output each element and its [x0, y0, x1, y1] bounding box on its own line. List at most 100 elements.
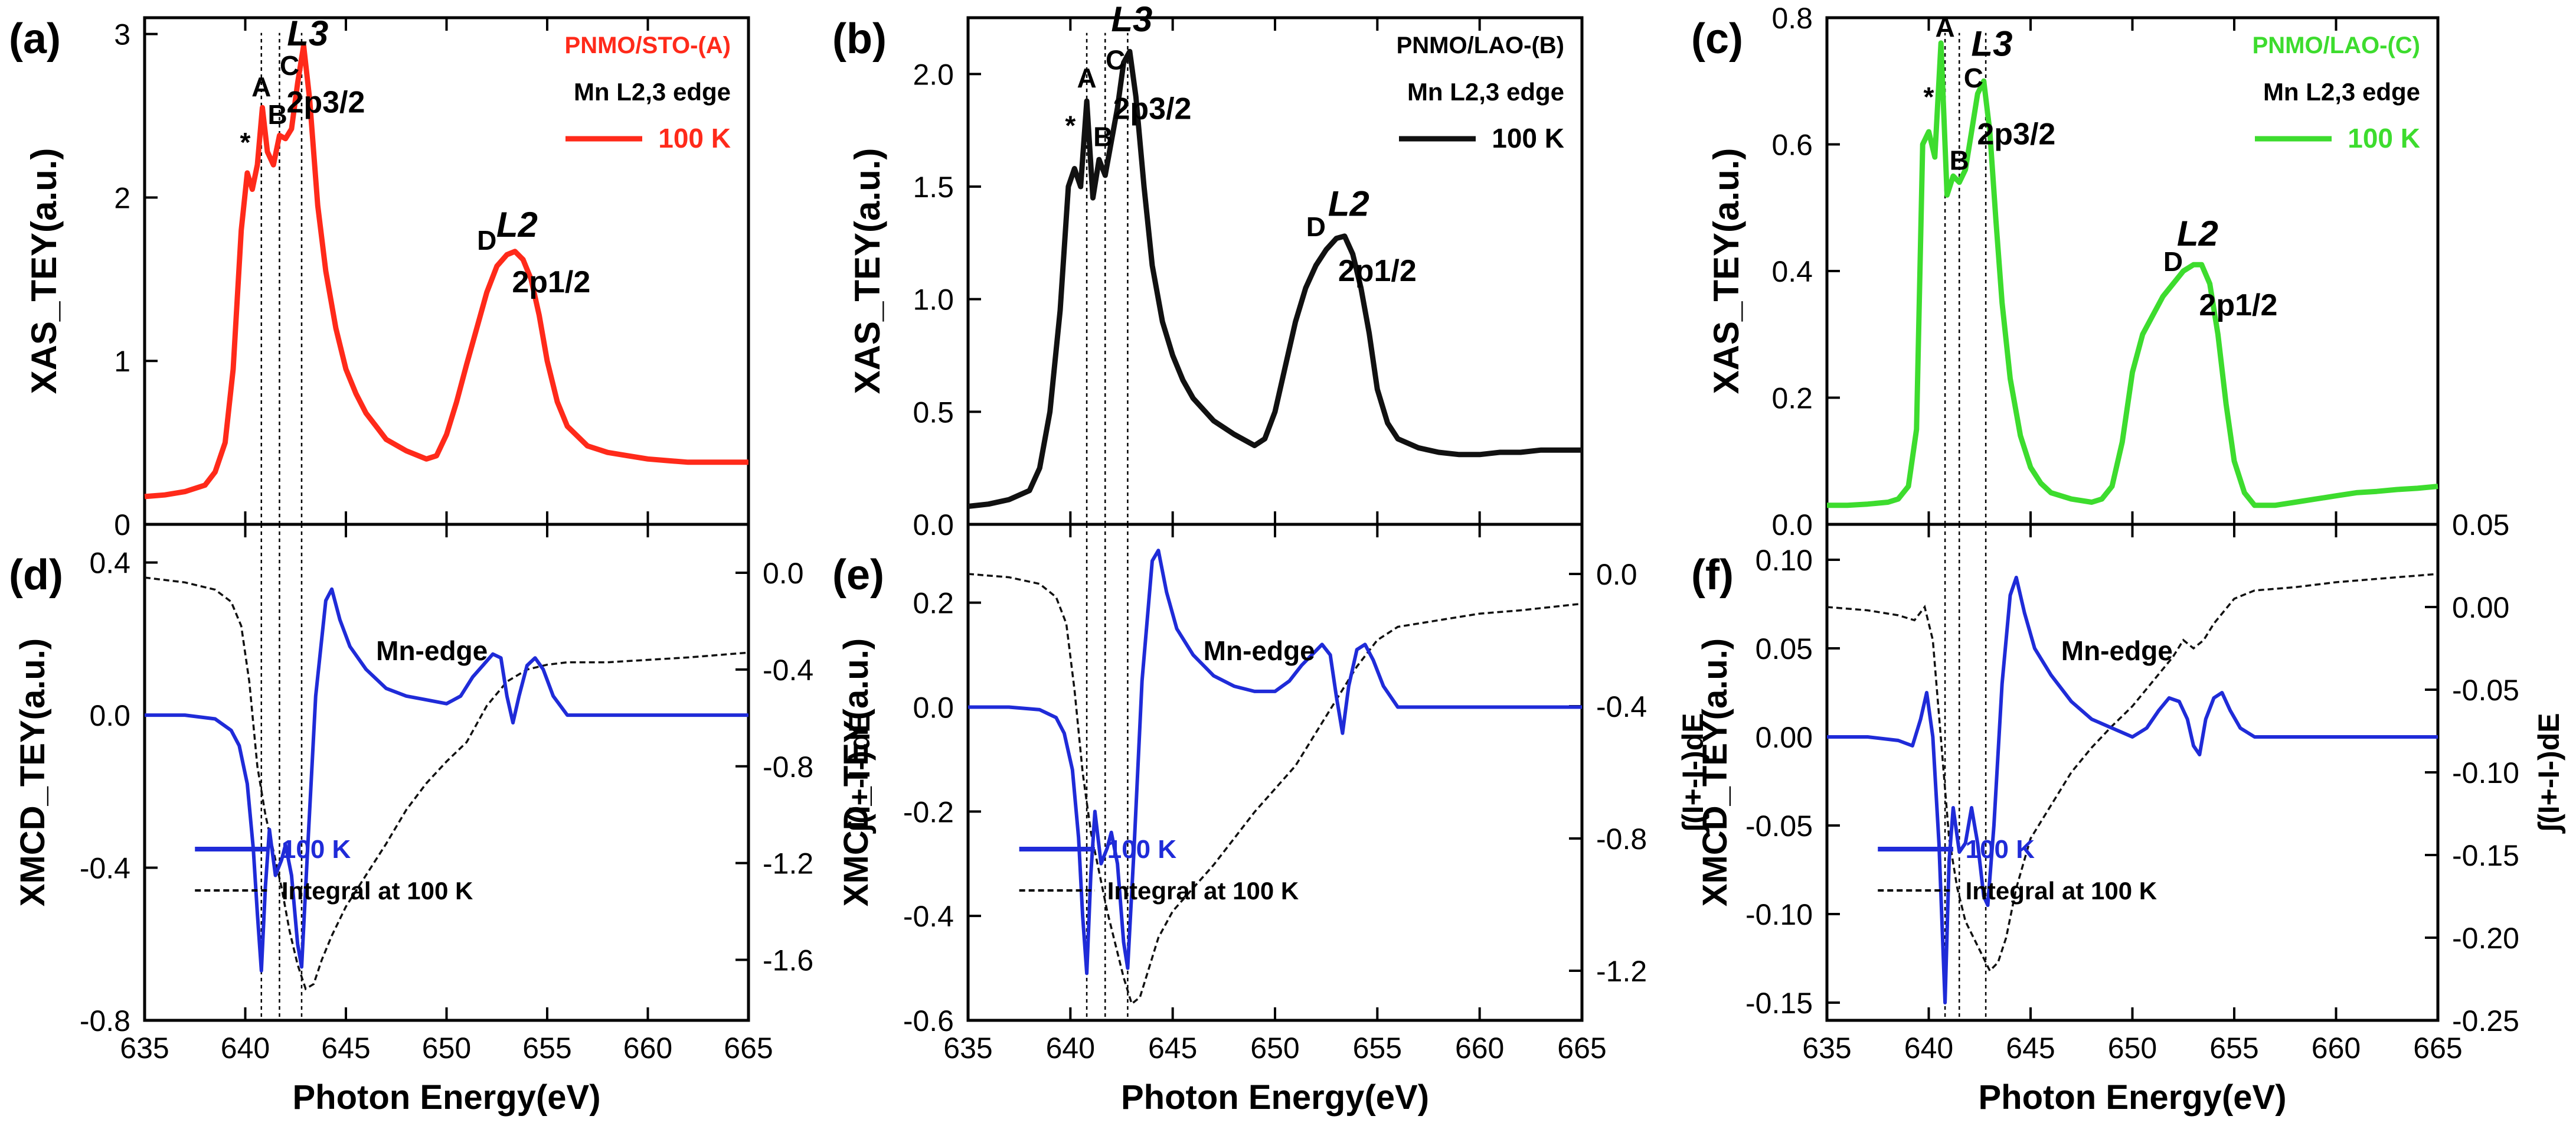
- y-tick-label: 0.05: [2452, 508, 2509, 541]
- panel-label: (a): [9, 15, 61, 63]
- legend-label: 100 K: [282, 835, 351, 864]
- y-tick-label: 0.2: [1771, 382, 1813, 415]
- y-tick-label: -0.05: [1745, 810, 1813, 843]
- peak-label: 2p1/2: [1338, 254, 1417, 288]
- panel-d: 635 640 645 650 655 660 665 -0.8 -0.4 0.0 0.4 -1.6 -…: [9, 523, 877, 1117]
- y-tick-label: -1.2: [763, 847, 813, 880]
- peak-label: D: [1306, 211, 1326, 242]
- x-tick-label: 645: [2006, 1032, 2055, 1065]
- x-tick-label: 650: [2108, 1032, 2157, 1065]
- y-tick-label: -0.8: [80, 1004, 130, 1037]
- y-tick-label: 0: [114, 508, 130, 541]
- y-tick-label: -0.4: [903, 900, 954, 933]
- peak-label: L2: [2177, 214, 2218, 253]
- x-tick-label: 660: [1455, 1032, 1504, 1065]
- y2-axis-label: ∫(I+-I-)dE: [1676, 713, 1710, 834]
- y-axis-label: XMCD_TEY(a.u.): [14, 638, 52, 906]
- peak-label: L3: [287, 14, 328, 53]
- y-tick-label: 0.0: [1596, 558, 1637, 591]
- panel-label: (c): [1691, 15, 1743, 63]
- y-tick-label: 0.2: [913, 587, 954, 620]
- y-axis-label: XMCD_TEY(a.u.): [1696, 638, 1734, 906]
- y-tick-label: -0.10: [2452, 756, 2519, 789]
- mn-edge-annotation: Mn-edge: [376, 635, 488, 666]
- x-tick-label: 645: [321, 1032, 370, 1065]
- y-tick-label: 0.0: [1771, 508, 1813, 541]
- peak-label: 2p3/2: [286, 86, 365, 120]
- panel-label: (b): [832, 15, 887, 63]
- peak-label: 2p3/2: [1113, 92, 1192, 126]
- y-tick-label: 1.0: [913, 283, 954, 316]
- y-tick-label: 1: [114, 345, 130, 378]
- y-tick-label: 0.05: [1756, 632, 1813, 665]
- y-tick-label: 0.0: [89, 699, 130, 732]
- plot-frame-d: [143, 523, 750, 1022]
- legend-label: 100 K: [1107, 835, 1177, 864]
- peak-label: C: [1964, 63, 1983, 93]
- y-axis-label: XAS_TEY(a.u.): [848, 148, 887, 394]
- legend-label: 100 K: [2348, 123, 2420, 154]
- xmcd-curve-d: [145, 587, 748, 973]
- panel-e: 635 640 645 650 655 660 665 -0.6 -0.4 -0.2 0.0 0.2 -…: [832, 523, 1710, 1117]
- x-tick-label: 645: [1148, 1032, 1197, 1065]
- plot-frame-e: [966, 523, 1584, 1022]
- y-tick-label: -0.4: [1596, 690, 1647, 723]
- y-tick-label: -0.25: [2452, 1004, 2519, 1037]
- x-tick-label: 650: [1250, 1032, 1299, 1065]
- panel-f: 635 640 645 650 655 660 665-0.15-0.10-0.050.00…: [1691, 508, 2566, 1117]
- xmcd-curve-e: [968, 549, 1582, 975]
- peak-label: A: [251, 71, 271, 102]
- legend-label: Integral at 100 K: [282, 877, 473, 905]
- y-axis-label: XMCD_TEY(a.u.): [837, 638, 875, 906]
- legend-label: Integral at 100 K: [1107, 877, 1299, 905]
- y-tick-label: -1.6: [763, 944, 813, 977]
- legend-label: 100 K: [658, 123, 731, 154]
- xmcd-curve-f: [1827, 576, 2438, 1004]
- y-tick-label: -0.6: [903, 1004, 954, 1037]
- integral-curve-f: [1826, 573, 2438, 973]
- panel-c: 0.0 0.2 0.4 0.6 0.8 (c) XAS_TEY(a.u.) PNMO/LAO-…: [1691, 2, 2440, 541]
- sample-title: PNMO/LAO-(C): [2253, 32, 2420, 58]
- y-tick-label: -0.2: [903, 795, 954, 828]
- mn-edge-annotation: Mn-edge: [1204, 635, 1315, 666]
- y-tick-label: 1.5: [913, 171, 954, 204]
- y-tick-label: 0.0: [913, 691, 954, 724]
- plot-frame-f: [1825, 523, 2440, 1022]
- y-tick-label: 0.0: [763, 557, 804, 590]
- y-tick-label: -0.15: [2452, 839, 2519, 872]
- y-tick-label: 0.0: [913, 508, 954, 541]
- y-axis-label: XAS_TEY(a.u.): [1707, 148, 1746, 394]
- x-tick-label: 640: [1904, 1032, 1953, 1065]
- peak-label: D: [477, 225, 496, 256]
- x-tick-label: 665: [724, 1032, 773, 1065]
- y-tick-label: -0.05: [2452, 674, 2519, 707]
- x-axis-label: Photon Energy(eV): [292, 1078, 600, 1117]
- x-tick-label: 650: [422, 1032, 471, 1065]
- peak-label: L3: [1971, 24, 2012, 63]
- y2-axis-label: ∫(I+-I-)dE: [2532, 713, 2566, 834]
- y-tick-label: 3: [114, 18, 130, 51]
- sample-title: PNMO/STO-(A): [565, 32, 731, 58]
- x-tick-label: 635: [120, 1032, 169, 1065]
- x-tick-label: 655: [1353, 1032, 1402, 1065]
- x-tick-label: 635: [943, 1032, 992, 1065]
- x-tick-label: 640: [221, 1032, 270, 1065]
- peak-label: L2: [1328, 184, 1369, 224]
- x-tick-label: 635: [1802, 1032, 1851, 1065]
- y-tick-label: -1.2: [1596, 955, 1647, 988]
- integral-curve-e: [967, 573, 1583, 1006]
- panel-a: 0 1 2 3 (a) XAS_TEY(a.u.) PNMO/STO-(A) Mn L2,3 …: [9, 14, 750, 541]
- x-tick-label: 660: [2312, 1032, 2361, 1065]
- y-tick-label: 0.00: [1756, 721, 1813, 754]
- sample-title: PNMO/LAO-(B): [1397, 32, 1564, 58]
- xas-curve-b: [967, 48, 1582, 509]
- y-tick-label: -0.8: [763, 751, 813, 784]
- peak-label: B: [1950, 145, 1969, 175]
- x-tick-label: 660: [623, 1032, 672, 1065]
- y-tick-label: 0.4: [89, 547, 130, 580]
- y-tick-label: -0.4: [763, 654, 813, 687]
- panel-b: 0.0 0.5 1.0 1.5 2.0 (b) XAS_TEY(a.u.) PNMO/LAO-…: [832, 0, 1584, 541]
- legend-label: 100 K: [1492, 123, 1564, 154]
- peak-label: B: [267, 99, 287, 130]
- panel-label: (d): [9, 552, 63, 599]
